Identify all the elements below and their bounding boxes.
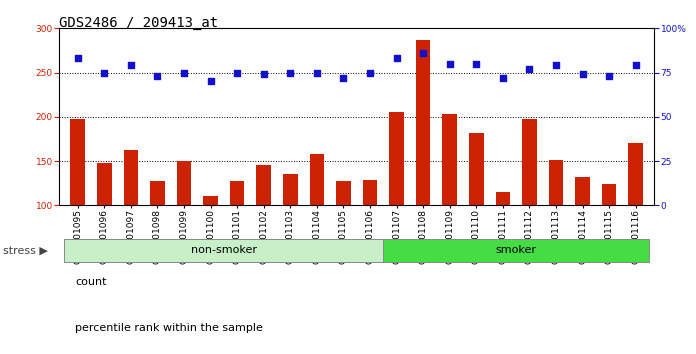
FancyBboxPatch shape xyxy=(65,239,383,262)
Bar xyxy=(363,179,377,294)
Point xyxy=(551,63,562,68)
Bar xyxy=(628,143,643,294)
Point xyxy=(205,79,216,84)
Point xyxy=(152,73,163,79)
Bar xyxy=(256,166,271,294)
Bar xyxy=(283,175,298,294)
Point xyxy=(630,63,641,68)
Text: GDS2486 / 209413_at: GDS2486 / 209413_at xyxy=(59,16,219,30)
Bar xyxy=(70,120,85,294)
Point xyxy=(418,50,429,56)
Text: non-smoker: non-smoker xyxy=(191,245,257,256)
Point xyxy=(470,61,482,67)
FancyBboxPatch shape xyxy=(383,239,649,262)
Text: stress ▶: stress ▶ xyxy=(3,246,48,256)
Bar xyxy=(496,192,510,294)
Point xyxy=(391,56,402,61)
Bar xyxy=(230,181,244,294)
Bar xyxy=(389,113,404,294)
Point xyxy=(497,75,508,81)
Bar xyxy=(416,40,430,294)
Text: percentile rank within the sample: percentile rank within the sample xyxy=(75,323,263,333)
Bar xyxy=(602,184,617,294)
Point xyxy=(125,63,136,68)
Bar xyxy=(548,160,563,294)
Bar xyxy=(575,177,590,294)
Point xyxy=(285,70,296,75)
Point xyxy=(258,72,269,77)
Bar xyxy=(522,119,537,294)
Point xyxy=(311,70,322,75)
Text: smoker: smoker xyxy=(496,245,537,256)
Bar xyxy=(310,154,324,294)
Point xyxy=(365,70,376,75)
Bar xyxy=(150,181,165,294)
Bar xyxy=(336,181,351,294)
Point xyxy=(524,66,535,72)
Point xyxy=(577,72,588,77)
Text: count: count xyxy=(75,277,106,287)
Point xyxy=(72,56,84,61)
Point xyxy=(338,75,349,81)
Bar xyxy=(177,161,191,294)
Bar xyxy=(97,163,111,294)
Point xyxy=(178,70,189,75)
Bar xyxy=(124,149,139,294)
Point xyxy=(232,70,243,75)
Point xyxy=(444,61,455,67)
Bar xyxy=(469,133,484,294)
Bar xyxy=(203,196,218,294)
Bar xyxy=(443,114,457,294)
Point xyxy=(603,73,615,79)
Point xyxy=(99,70,110,75)
